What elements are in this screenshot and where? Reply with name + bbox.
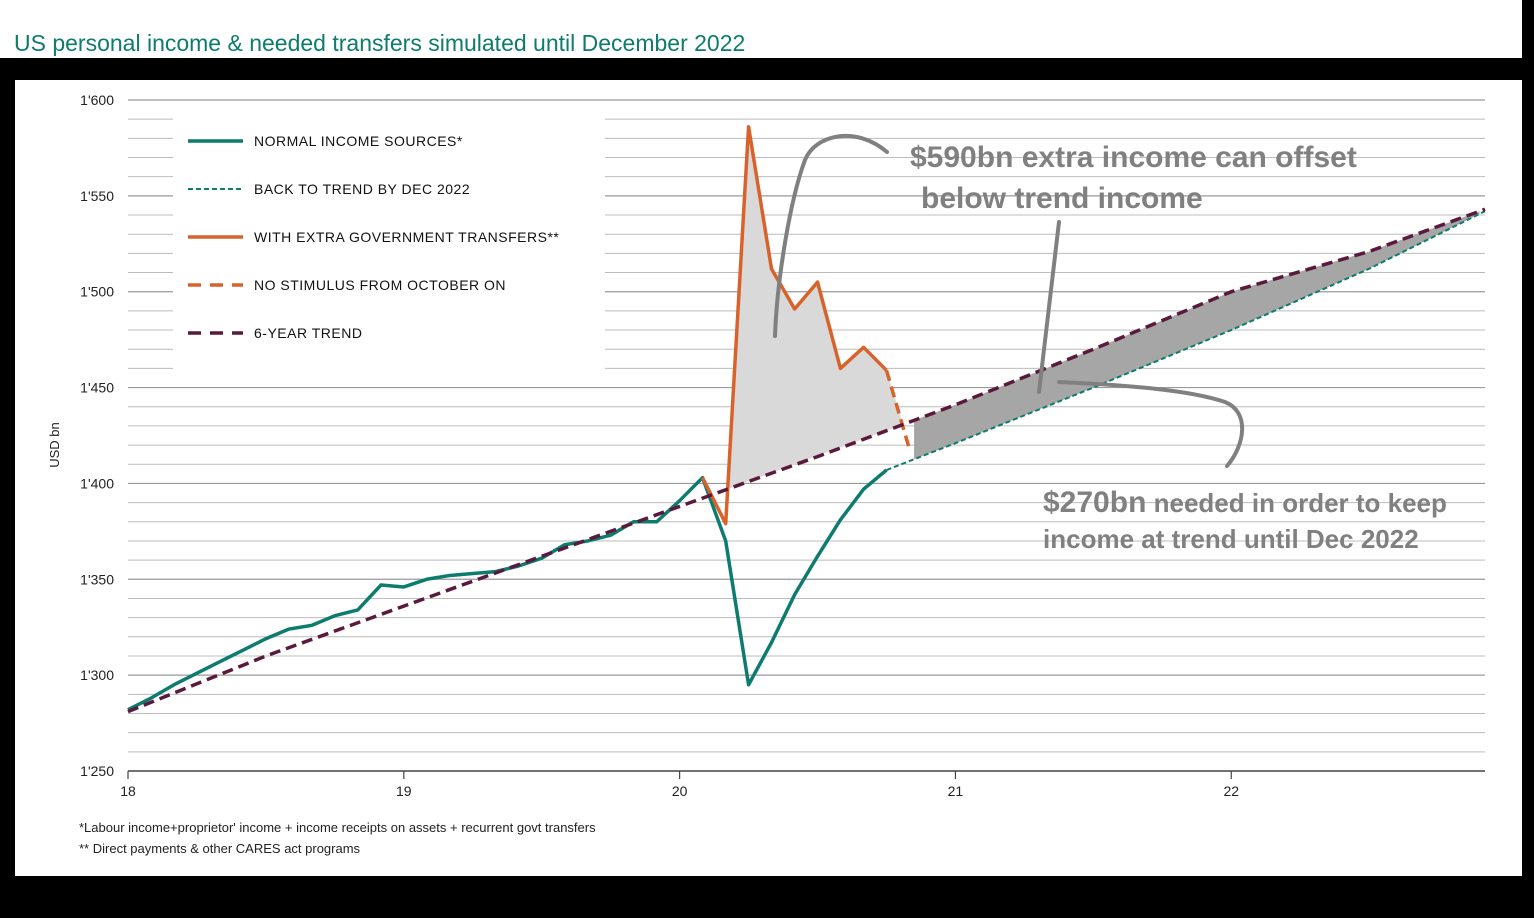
legend: NORMAL INCOME SOURCES* BACK TO TREND BY D… [188, 133, 559, 341]
annotation-590-line2: below trend income [921, 182, 1203, 215]
income-chart: 18 19 20 21 22 1'250 1'300 1'350 1'400 1'450 1'500… [47, 92, 1486, 856]
y-tick-label: 1'550 [80, 188, 114, 204]
annotation-270-amount: $270bn [1043, 486, 1146, 519]
y-tick-label: 1'250 [80, 763, 114, 779]
legend-label: NORMAL INCOME SOURCES* [254, 133, 463, 149]
shaded-area-extra-income [725, 126, 904, 524]
shaded-areas [725, 126, 1480, 524]
extra-transfers-line [700, 125, 888, 526]
axes: 18 19 20 21 22 1'250 1'300 1'350 1'400 1'450 1'500… [80, 92, 1485, 799]
footnote-1: *Labour income+proprietor' income + inco… [79, 820, 596, 835]
legend-background [173, 110, 605, 380]
y-tick-label: 1'500 [80, 284, 114, 300]
normal-income-line [127, 468, 888, 712]
chart-title: US personal income & needed transfers si… [14, 30, 746, 56]
y-tick-label: 1'300 [80, 667, 114, 683]
legend-label: BACK TO TREND BY DEC 2022 [254, 181, 470, 197]
annotation-590-line1: $590bn extra income can offset [910, 141, 1357, 174]
footnote-2: ** Direct payments & other CARES act pro… [79, 841, 361, 856]
legend-label: WITH EXTRA GOVERNMENT TRANSFERS** [254, 229, 559, 245]
x-tick-label: 20 [672, 783, 688, 799]
y-tick-label: 1'450 [80, 380, 114, 396]
arrow-590-secondary [1037, 220, 1061, 394]
legend-label: 6-YEAR TREND [254, 325, 362, 341]
arrow-590 [773, 134, 889, 338]
annotation-270-line2: income at trend until Dec 2022 [1043, 524, 1419, 554]
footnotes: *Labour income+proprietor' income + inco… [79, 820, 596, 856]
x-tick-label: 21 [948, 783, 964, 799]
series-lines [127, 125, 1486, 714]
x-tick-label: 22 [1223, 783, 1239, 799]
y-tick-label: 1'400 [80, 475, 114, 491]
annotation-arrows [773, 134, 1245, 468]
trend-line [127, 207, 1486, 714]
annotation-270-rest: needed in order to keep [1146, 488, 1447, 518]
arrow-270 [1057, 380, 1245, 468]
shaded-area-needed-income [914, 211, 1480, 460]
y-tick-label: 1'350 [80, 571, 114, 587]
no-stimulus-line [884, 369, 912, 450]
chart-panel: 18 19 20 21 22 1'250 1'300 1'350 1'400 1'450 1'500… [15, 80, 1522, 876]
annotation-270-line1: $270bn needed in order to keep [1043, 486, 1447, 519]
x-tick-label: 19 [396, 783, 412, 799]
y-tick-label: 1'600 [80, 92, 114, 108]
back-to-trend-line [886, 210, 1486, 471]
legend-label: NO STIMULUS FROM OCTOBER ON [254, 277, 506, 293]
title-band: US personal income & needed transfers si… [0, 0, 1522, 58]
y-axis-label: USD bn [47, 422, 62, 468]
x-tick-label: 18 [120, 783, 136, 799]
annotations: $590bn extra income can offset below tre… [910, 141, 1447, 554]
